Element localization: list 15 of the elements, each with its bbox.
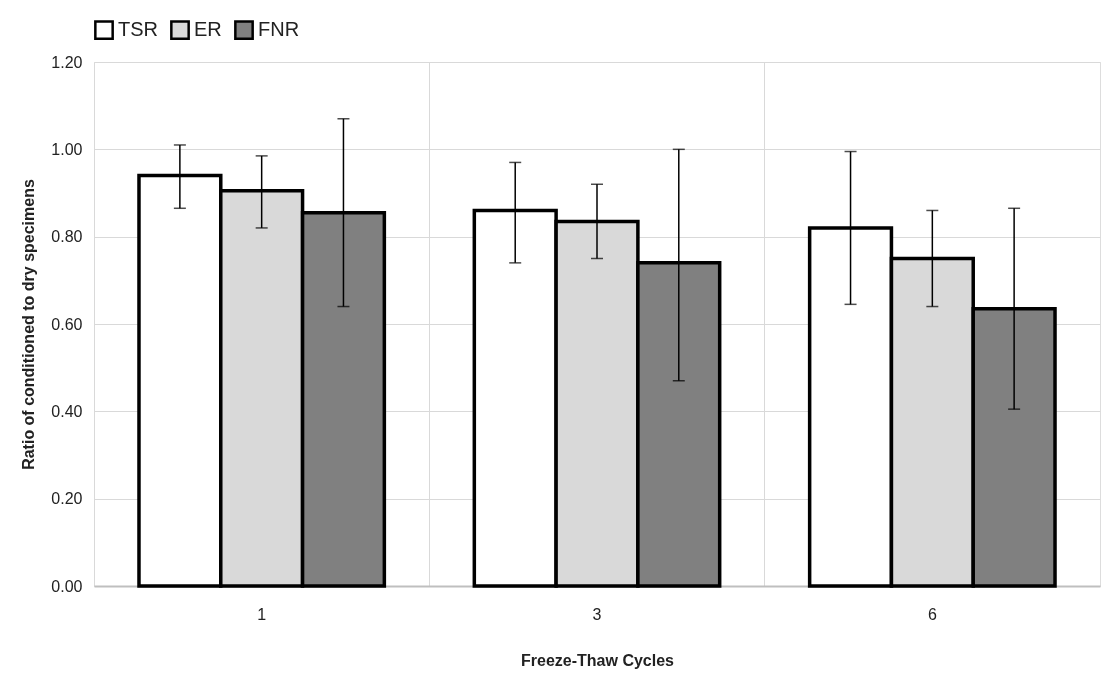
y-tick-label: 1.00 — [51, 140, 83, 158]
legend-label: ER — [194, 18, 222, 41]
y-tick-label: 0.00 — [51, 577, 83, 595]
x-tick-label: 3 — [592, 605, 602, 623]
x-tick-label: 6 — [927, 605, 937, 623]
legend-label: FNR — [258, 18, 300, 41]
y-tick-label: 0.80 — [51, 228, 83, 246]
y-tick-label: 0.40 — [51, 402, 83, 420]
y-axis-title: Ratio of conditioned to dry specimens — [20, 179, 38, 470]
legend-label: TSR — [118, 18, 158, 41]
x-tick-label: 1 — [257, 605, 267, 623]
y-tick-label: 0.60 — [51, 315, 83, 333]
y-tick-label: 0.20 — [51, 490, 83, 508]
x-axis-title: Freeze-Thaw Cycles — [521, 651, 675, 669]
y-tick-label: 1.20 — [51, 53, 83, 71]
